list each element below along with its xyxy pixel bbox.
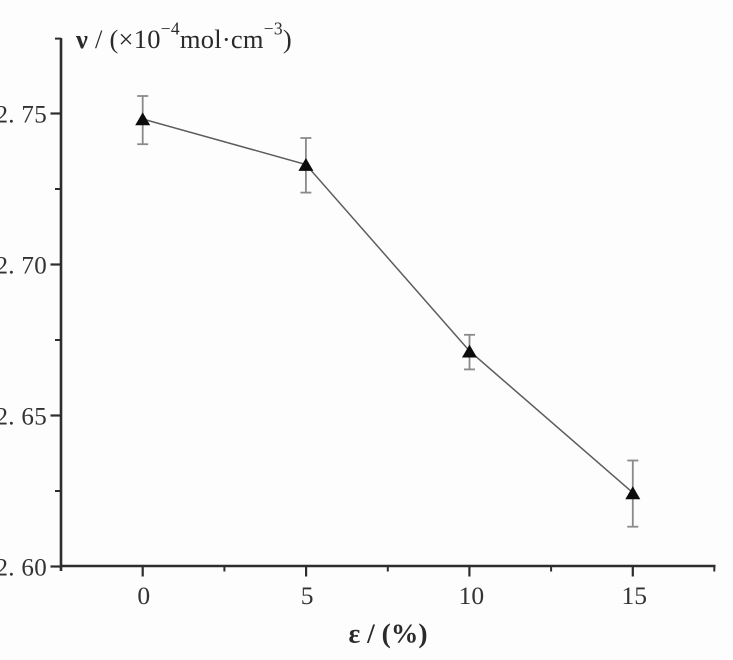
svg-text:10: 10 bbox=[459, 581, 485, 610]
svg-text:0: 0 bbox=[137, 581, 150, 610]
svg-text:2. 60: 2. 60 bbox=[0, 554, 47, 581]
svg-text:ν / (×10−4mol·cm−3): ν / (×10−4mol·cm−3) bbox=[75, 19, 292, 55]
svg-text:2. 70: 2. 70 bbox=[0, 252, 47, 279]
svg-text:2. 65: 2. 65 bbox=[0, 403, 47, 430]
svg-text:5: 5 bbox=[301, 581, 314, 610]
svg-text:ε / (%): ε / (%) bbox=[349, 618, 428, 649]
svg-text:15: 15 bbox=[622, 581, 648, 610]
svg-text:2. 75: 2. 75 bbox=[0, 101, 47, 128]
